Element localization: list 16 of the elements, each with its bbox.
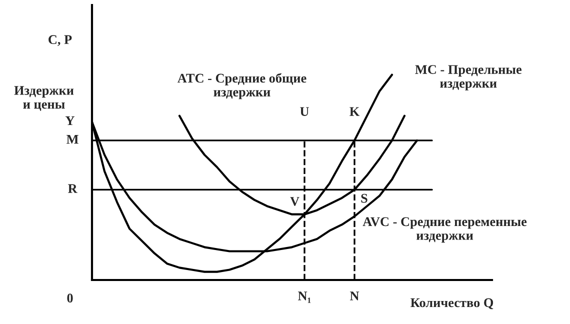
series-label: MC - Предельные издержки <box>415 65 522 90</box>
y-axis-title: C, P <box>48 35 72 46</box>
text: 0 <box>67 294 73 303</box>
ref-line-label: R <box>68 184 78 193</box>
series-label: ATC - Средние общие издержки <box>178 73 306 100</box>
ref-line-label: M <box>66 134 78 144</box>
annotation: S <box>361 194 368 203</box>
annotation: U <box>300 107 309 116</box>
x-axis-title: Количество Q <box>410 298 494 310</box>
text: Издержки и цены <box>14 86 74 111</box>
annotation: V <box>290 197 300 206</box>
x-tick-label: N <box>350 292 360 300</box>
series-label: AVC - Средние переменные издержки <box>362 217 527 243</box>
annotation: K <box>350 107 360 116</box>
text: Y <box>65 116 75 126</box>
x-tick-label: N₁ <box>298 292 311 303</box>
